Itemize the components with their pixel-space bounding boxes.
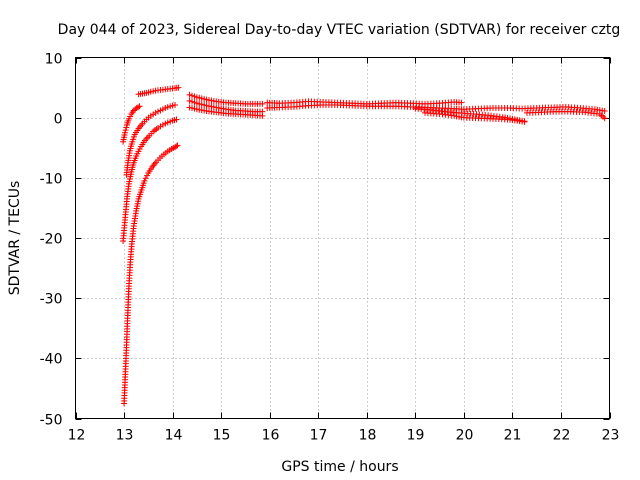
series-track-a: [121, 142, 181, 407]
data-point: [458, 99, 465, 106]
y-tick-label: -40: [40, 352, 63, 368]
data-point: [142, 175, 149, 182]
x-tick-label: 19: [407, 428, 425, 444]
x-tick-label: 21: [504, 428, 522, 444]
data-point: [521, 118, 528, 125]
data-point: [122, 127, 129, 134]
data-point: [122, 129, 129, 136]
data-point: [259, 100, 266, 107]
series-track-d: [120, 103, 143, 145]
data-point: [136, 103, 143, 110]
x-axis-label: GPS time / hours: [281, 459, 398, 475]
data-point: [259, 112, 266, 119]
data-point: [173, 143, 180, 150]
data-points: [120, 84, 608, 407]
x-tick-label: 22: [553, 428, 571, 444]
data-point: [141, 177, 148, 184]
data-point: [174, 142, 181, 149]
tick-labels: 12 13 14 15 16 17 18 19 20 21 22 23 -50 -40 -30 -20 -10 0…: [40, 52, 620, 444]
chart-title: Day 044 of 2023, Sidereal Day-to-day VTE…: [58, 22, 621, 38]
data-point: [172, 102, 179, 109]
y-tick-label: -50: [40, 413, 63, 429]
x-tick-label: 12: [68, 428, 86, 444]
y-tick-label: -20: [40, 232, 63, 248]
series-track-c: [123, 102, 179, 178]
series-track-e: [135, 84, 182, 98]
y-tick-label: -30: [40, 292, 63, 308]
series-track-f: [186, 91, 266, 107]
series-track-h: [186, 104, 266, 119]
data-point: [601, 108, 608, 115]
x-tick-label: 23: [602, 428, 620, 444]
x-tick-label: 15: [213, 428, 231, 444]
x-tick-label: 20: [456, 428, 474, 444]
y-tick-label: 10: [45, 52, 63, 68]
y-tick-label: -10: [40, 172, 63, 188]
data-point: [144, 172, 151, 179]
data-point: [175, 84, 182, 91]
data-point: [135, 104, 142, 111]
axis-ticks: [75, 57, 611, 420]
plot-frame: [75, 57, 610, 419]
x-tick-label: 18: [359, 428, 377, 444]
data-point: [123, 124, 130, 131]
series-track-m: [460, 103, 608, 115]
series-track-l: [422, 109, 528, 125]
y-axis-label: SDTVAR / TECUs: [7, 181, 23, 296]
x-tick-label: 14: [165, 428, 183, 444]
grid-lines: [75, 57, 610, 419]
x-tick-label: 17: [310, 428, 328, 444]
series-track-b: [120, 116, 180, 245]
data-point: [601, 115, 608, 122]
data-point: [173, 116, 180, 123]
x-tick-label: 16: [262, 428, 280, 444]
x-tick-label: 13: [116, 428, 134, 444]
y-tick-label: 0: [54, 112, 63, 128]
series-track-n: [523, 108, 608, 122]
